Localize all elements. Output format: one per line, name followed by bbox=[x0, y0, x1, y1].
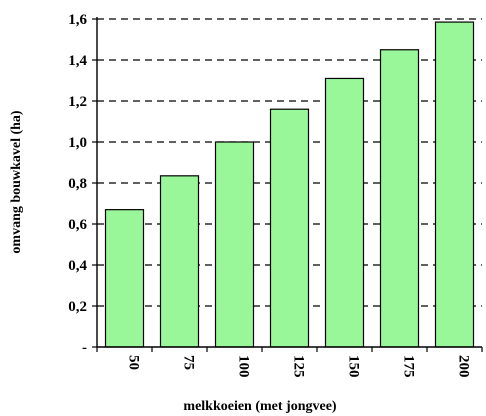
bars bbox=[104, 21, 475, 348]
tick-labels: - 0,2 0,4 0,6 0,8 1,0 1,2 1,4 1,6 50 75 100 125 150 17… bbox=[68, 12, 471, 378]
bar-75 bbox=[159, 175, 200, 348]
x-tick-label: 50 bbox=[126, 355, 142, 370]
y-tick-label: 1,2 bbox=[68, 94, 87, 110]
axes bbox=[92, 17, 483, 352]
x-axis-title: melkkoeien (met jongvee) bbox=[183, 399, 337, 414]
x-tick-label: 100 bbox=[236, 355, 252, 378]
y-tick-label: - bbox=[82, 340, 87, 356]
x-tick-label: 75 bbox=[181, 355, 197, 370]
y-tick-label: 1,6 bbox=[68, 12, 87, 28]
bar-175 bbox=[379, 49, 420, 348]
y-tick-label: 0,6 bbox=[68, 217, 87, 233]
x-tick-label: 200 bbox=[456, 355, 472, 378]
y-tick-label: 0,4 bbox=[68, 258, 87, 274]
x-tick-label: 175 bbox=[401, 355, 417, 378]
y-tick-label: 0,8 bbox=[68, 176, 87, 192]
bar-150 bbox=[324, 77, 365, 348]
bar-125 bbox=[269, 108, 310, 348]
y-tick-label: 1,4 bbox=[68, 53, 87, 69]
y-tick-label: 0,2 bbox=[68, 299, 87, 315]
x-tick-label: 150 bbox=[346, 355, 362, 378]
bar-200 bbox=[434, 21, 475, 348]
y-axis-title: omvang bouwkavel (ha) bbox=[9, 110, 24, 253]
x-tick-label: 125 bbox=[291, 355, 307, 378]
y-tick-label: 1,0 bbox=[68, 135, 87, 151]
bar-50 bbox=[104, 209, 145, 348]
bar-100 bbox=[214, 141, 255, 348]
